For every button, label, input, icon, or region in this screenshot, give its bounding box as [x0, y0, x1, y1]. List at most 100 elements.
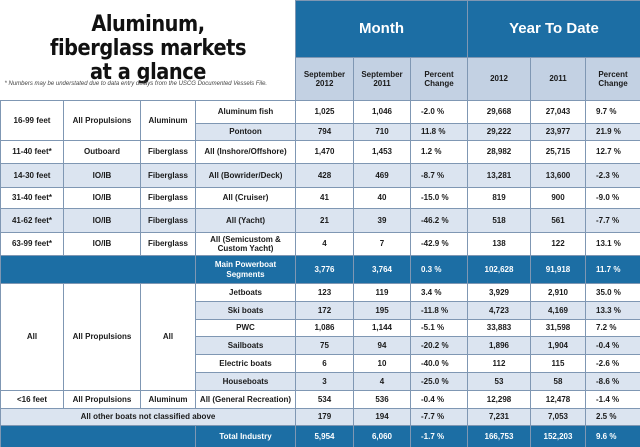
- value-cell: -5.1 %: [410, 319, 468, 337]
- value-cell: 172: [295, 301, 354, 320]
- value-cell: -1.4 %: [584, 390, 640, 409]
- value-cell: -15.0 %: [410, 187, 468, 209]
- segment-cell: Jetboats: [195, 283, 296, 302]
- value-cell: 40: [353, 187, 411, 209]
- table-row: 11-40 feet* Outboard Fiberglass All (Inshor…: [0, 140, 640, 164]
- value-cell: 112: [467, 354, 531, 373]
- propulsion-cell: All Propulsions: [63, 283, 141, 391]
- value-cell: 166,753: [467, 425, 531, 447]
- value-cell: 3: [295, 372, 354, 391]
- table-row: 31-40 feet* IO/IB Fiberglass All (Cruiser) 4…: [0, 187, 640, 209]
- segment-cell: All (Inshore/Offshore): [195, 140, 296, 164]
- segment-cell: All other boats not classified above: [0, 408, 296, 426]
- column-header: Percent Change: [584, 57, 640, 101]
- table-row: 41-62 feet* IO/IB Fiberglass All (Yacht) 21 3…: [0, 208, 640, 233]
- table-row: All other boats not classified above 179 1…: [0, 408, 640, 426]
- value-cell: 91,918: [530, 255, 586, 284]
- segment-cell: All (Bowrider/Deck): [195, 163, 296, 188]
- segment-cell: All (General Recreation): [195, 390, 296, 409]
- value-cell: 3,929: [467, 283, 531, 302]
- segment-cell: Aluminum fish: [195, 100, 296, 124]
- value-cell: -20.2 %: [410, 336, 468, 355]
- size-cell: <16 feet: [0, 390, 64, 409]
- value-cell: 2.5 %: [584, 408, 640, 426]
- value-cell: -2.0 %: [410, 100, 468, 124]
- size-cell: 16-99 feet: [0, 100, 64, 141]
- value-cell: 53: [467, 372, 531, 391]
- size-cell: 63-99 feet*: [0, 232, 64, 256]
- value-cell: 3.4 %: [410, 283, 468, 302]
- value-cell: 13.3 %: [584, 301, 640, 320]
- table-row: Main Powerboat Segments 3,776 3,764 0.3 % 10…: [0, 255, 640, 284]
- value-cell: 1,896: [467, 336, 531, 355]
- material-cell: Fiberglass: [140, 140, 196, 164]
- value-cell: 1.2 %: [410, 140, 468, 164]
- segment-cell: PWC: [195, 319, 296, 337]
- value-cell: 23,977: [530, 123, 586, 141]
- value-cell: 27,043: [530, 100, 586, 124]
- segment-cell: Pontoon: [195, 123, 296, 141]
- value-cell: -8.7 %: [410, 163, 468, 188]
- value-cell: 102,628: [467, 255, 531, 284]
- value-cell: 7,231: [467, 408, 531, 426]
- table-row: Ski boats 172 195 -11.8 % 4,723 4,169 13.3 %: [1, 301, 640, 320]
- column-header: September 2012: [295, 57, 354, 101]
- size-cell: 14-30 feet: [0, 163, 64, 188]
- value-cell: 33,883: [467, 319, 531, 337]
- value-cell: 35.0 %: [584, 283, 640, 302]
- value-cell: 1,086: [295, 319, 354, 337]
- value-cell: 9.7 %: [584, 100, 640, 124]
- value-cell: -46.2 %: [410, 208, 468, 233]
- value-cell: 6: [295, 354, 354, 373]
- value-cell: 31,598: [530, 319, 586, 337]
- material-cell: Aluminum: [140, 100, 196, 141]
- segment-cell: Sailboats: [195, 336, 296, 355]
- segment-cell: All (Cruiser): [195, 187, 296, 209]
- value-cell: 534: [295, 390, 354, 409]
- propulsion-cell: IO/IB: [63, 163, 141, 188]
- value-cell: 4,723: [467, 301, 531, 320]
- value-cell: 3,776: [295, 255, 354, 284]
- value-cell: 11.7 %: [584, 255, 640, 284]
- value-cell: 12.7 %: [584, 140, 640, 164]
- value-cell: -40.0 %: [410, 354, 468, 373]
- value-cell: 123: [295, 283, 354, 302]
- value-cell: -7.7 %: [584, 208, 640, 233]
- value-cell: 1,470: [295, 140, 354, 164]
- group-header: Month: [295, 0, 468, 58]
- table-row: Electric boats 6 10 -40.0 % 112 115 -2.6 %: [1, 354, 640, 373]
- value-cell: 25,715: [530, 140, 586, 164]
- value-cell: 194: [353, 408, 411, 426]
- size-cell: 41-62 feet*: [0, 208, 64, 233]
- propulsion-cell: Outboard: [63, 140, 141, 164]
- table-row: 63-99 feet* IO/IB Fiberglass All (Semicusto…: [0, 232, 640, 256]
- value-cell: 195: [353, 301, 411, 320]
- value-cell: 122: [530, 232, 586, 256]
- value-cell: 0.3 %: [410, 255, 468, 284]
- segment-cell: Total Industry: [195, 425, 296, 447]
- value-cell: 1,904: [530, 336, 586, 355]
- column-header: 2012: [467, 57, 531, 101]
- column-header: September 2011: [353, 57, 411, 101]
- title-block: Aluminum, fiberglass markets at a glance…: [0, 0, 296, 101]
- table-row: <16 feet All Propulsions Aluminum All (Gene…: [0, 390, 640, 409]
- value-cell: -2.6 %: [584, 354, 640, 373]
- value-cell: 41: [295, 187, 354, 209]
- empty-cell: [0, 255, 196, 284]
- value-cell: 819: [467, 187, 531, 209]
- value-cell: 900: [530, 187, 586, 209]
- value-cell: 29,222: [467, 123, 531, 141]
- value-cell: 12,478: [530, 390, 586, 409]
- segment-cell: Electric boats: [195, 354, 296, 373]
- value-cell: 1,025: [295, 100, 354, 124]
- material-cell: Fiberglass: [140, 187, 196, 209]
- table-row: 16-99 feet All Propulsions Aluminum Aluminu…: [0, 100, 640, 141]
- segment-cell: All (Semicustom & Custom Yacht): [195, 232, 296, 256]
- value-cell: -0.4 %: [584, 336, 640, 355]
- value-cell: 28,982: [467, 140, 531, 164]
- value-cell: 75: [295, 336, 354, 355]
- value-cell: 13.1 %: [584, 232, 640, 256]
- value-cell: 561: [530, 208, 586, 233]
